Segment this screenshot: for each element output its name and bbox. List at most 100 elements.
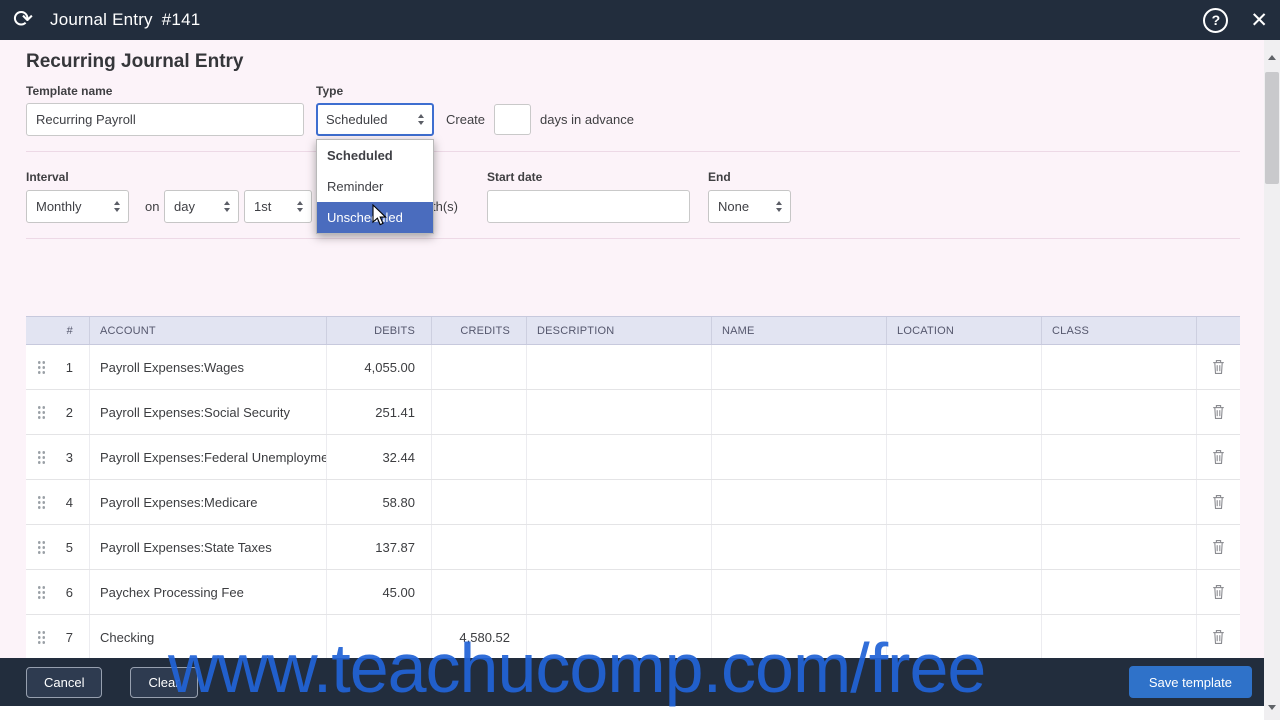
- account-cell[interactable]: Payroll Expenses:Medicare: [90, 480, 327, 524]
- interval-ordinal-select[interactable]: 1st: [244, 190, 312, 223]
- clear-button[interactable]: Clear: [130, 666, 198, 698]
- days-in-advance-input[interactable]: [494, 104, 532, 135]
- description-cell[interactable]: [527, 390, 712, 434]
- description-cell[interactable]: [527, 570, 712, 614]
- debits-cell[interactable]: 251.41: [327, 390, 432, 434]
- class-cell[interactable]: [1042, 480, 1197, 524]
- close-icon[interactable]: ✕: [1250, 8, 1268, 32]
- name-cell[interactable]: [712, 615, 887, 659]
- description-cell[interactable]: [527, 435, 712, 479]
- scroll-down-icon[interactable]: [1268, 705, 1276, 710]
- account-cell[interactable]: Payroll Expenses:State Taxes: [90, 525, 327, 569]
- trash-icon[interactable]: [1212, 584, 1225, 600]
- name-cell[interactable]: [712, 525, 887, 569]
- start-date-input[interactable]: [487, 190, 690, 223]
- description-cell[interactable]: [527, 345, 712, 389]
- credits-cell[interactable]: [432, 480, 527, 524]
- account-cell[interactable]: Paychex Processing Fee: [90, 570, 327, 614]
- account-cell[interactable]: Payroll Expenses:Social Security: [90, 390, 327, 434]
- scroll-up-icon[interactable]: [1268, 55, 1276, 60]
- create-days-group: Create days in advance: [446, 103, 634, 136]
- dropdown-option-unscheduled[interactable]: Unscheduled: [317, 202, 433, 233]
- interval-day-value: day: [174, 199, 195, 214]
- name-cell[interactable]: [712, 480, 887, 524]
- window-title-text: Journal Entry: [50, 10, 153, 29]
- scrollbar-thumb[interactable]: [1265, 72, 1279, 184]
- location-cell[interactable]: [887, 345, 1042, 389]
- debits-cell[interactable]: [327, 615, 432, 659]
- location-cell[interactable]: [887, 480, 1042, 524]
- interval-day-select[interactable]: day: [164, 190, 239, 223]
- account-cell[interactable]: Checking: [90, 615, 327, 659]
- interval-months-suffix: th(s): [432, 199, 458, 214]
- class-cell[interactable]: [1042, 435, 1197, 479]
- trash-cell: [1197, 615, 1240, 659]
- interval-select[interactable]: Monthly: [26, 190, 129, 223]
- drag-handle-icon[interactable]: [36, 629, 46, 645]
- type-select-value: Scheduled: [326, 112, 388, 127]
- debits-cell[interactable]: 58.80: [327, 480, 432, 524]
- class-cell[interactable]: [1042, 390, 1197, 434]
- end-label: End: [708, 170, 731, 184]
- drag-column-header: [26, 317, 56, 344]
- page-title: Recurring Journal Entry: [26, 51, 244, 72]
- account-cell[interactable]: Payroll Expenses:Federal Unemployme: [90, 435, 327, 479]
- credits-cell[interactable]: [432, 435, 527, 479]
- trash-icon[interactable]: [1212, 494, 1225, 510]
- credits-cell[interactable]: [432, 525, 527, 569]
- drag-handle-icon[interactable]: [36, 539, 46, 555]
- location-cell[interactable]: [887, 525, 1042, 569]
- trash-icon[interactable]: [1212, 359, 1225, 375]
- account-cell[interactable]: Payroll Expenses:Wages: [90, 345, 327, 389]
- trash-icon[interactable]: [1212, 404, 1225, 420]
- description-cell[interactable]: [527, 480, 712, 524]
- trash-cell: [1197, 570, 1240, 614]
- debits-cell[interactable]: 4,055.00: [327, 345, 432, 389]
- debits-cell[interactable]: 32.44: [327, 435, 432, 479]
- drag-handle-icon[interactable]: [36, 584, 46, 600]
- location-cell[interactable]: [887, 435, 1042, 479]
- trash-icon[interactable]: [1212, 449, 1225, 465]
- class-cell[interactable]: [1042, 570, 1197, 614]
- save-template-button[interactable]: Save template: [1128, 666, 1252, 698]
- class-cell[interactable]: [1042, 525, 1197, 569]
- col-header-name: NAME: [712, 317, 887, 344]
- description-cell[interactable]: [527, 525, 712, 569]
- template-name-input[interactable]: [26, 103, 304, 136]
- location-cell[interactable]: [887, 615, 1042, 659]
- debits-cell[interactable]: 45.00: [327, 570, 432, 614]
- type-select[interactable]: Scheduled: [316, 103, 434, 136]
- col-header-credits: CREDITS: [432, 317, 527, 344]
- cancel-button[interactable]: Cancel: [26, 666, 103, 698]
- name-cell[interactable]: [712, 390, 887, 434]
- dropdown-option-scheduled[interactable]: Scheduled: [327, 148, 393, 163]
- credits-cell[interactable]: [432, 570, 527, 614]
- credits-cell[interactable]: [432, 390, 527, 434]
- location-cell[interactable]: [887, 570, 1042, 614]
- end-select[interactable]: None: [708, 190, 791, 223]
- debits-cell[interactable]: 137.87: [327, 525, 432, 569]
- row-number: 2: [56, 390, 90, 434]
- vertical-scrollbar[interactable]: [1264, 40, 1280, 720]
- class-cell[interactable]: [1042, 615, 1197, 659]
- table-row: 2 Payroll Expenses:Social Security 251.4…: [26, 390, 1240, 435]
- description-cell[interactable]: [527, 615, 712, 659]
- drag-handle-icon[interactable]: [36, 404, 46, 420]
- dropdown-option-reminder[interactable]: Reminder: [327, 179, 384, 194]
- drag-handle-icon[interactable]: [36, 449, 46, 465]
- col-header-description: DESCRIPTION: [527, 317, 712, 344]
- credits-cell[interactable]: 4,580.52: [432, 615, 527, 659]
- name-cell[interactable]: [712, 570, 887, 614]
- trash-icon[interactable]: [1212, 539, 1225, 555]
- name-cell[interactable]: [712, 435, 887, 479]
- credits-cell[interactable]: [432, 345, 527, 389]
- name-cell[interactable]: [712, 345, 887, 389]
- class-cell[interactable]: [1042, 345, 1197, 389]
- drag-handle-icon[interactable]: [36, 494, 46, 510]
- help-icon[interactable]: ?: [1203, 7, 1229, 33]
- drag-cell: [26, 480, 56, 524]
- location-cell[interactable]: [887, 390, 1042, 434]
- drag-handle-icon[interactable]: [36, 359, 46, 375]
- trash-cell: [1197, 525, 1240, 569]
- trash-icon[interactable]: [1212, 629, 1225, 645]
